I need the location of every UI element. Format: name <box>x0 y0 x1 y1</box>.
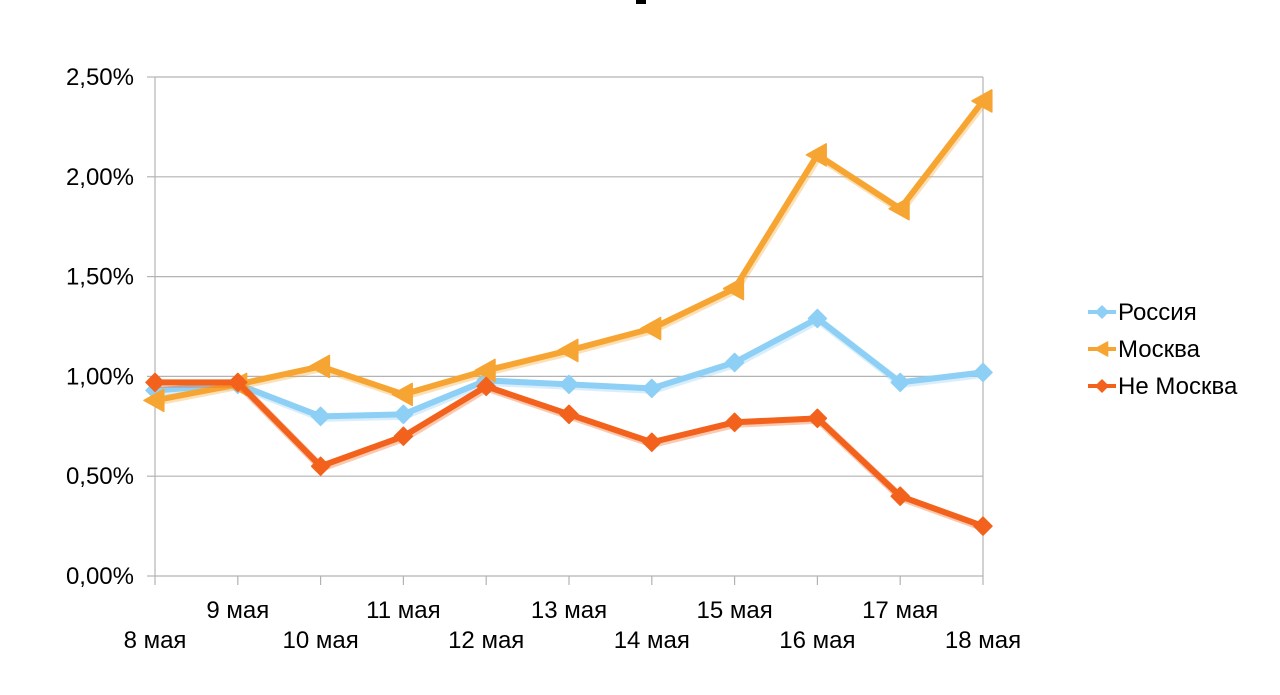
legend-item: Россия <box>1088 299 1197 326</box>
legend: Россия Москва Не Москва <box>1088 299 1238 400</box>
x-tick-label: 10 мая <box>282 627 358 654</box>
y-tick-label: 2,50% <box>66 64 134 91</box>
data-point <box>310 406 331 427</box>
data-point <box>888 196 910 221</box>
series-line <box>152 315 986 420</box>
data-point <box>642 378 662 399</box>
data-point <box>973 516 993 536</box>
data-point <box>807 308 828 329</box>
y-tick-label: 0,50% <box>66 463 134 490</box>
data-point <box>805 143 827 167</box>
data-point <box>722 276 745 301</box>
data-point <box>559 404 579 425</box>
legend-marker <box>1095 379 1109 393</box>
data-point <box>391 382 413 407</box>
data-point <box>807 408 828 429</box>
data-point <box>143 388 165 413</box>
x-tick-label: 17 мая <box>862 597 938 624</box>
legend-marker <box>1094 341 1109 357</box>
data-point <box>145 372 165 393</box>
y-tick-label: 1,50% <box>66 264 134 291</box>
legend-item: Москва <box>1088 336 1201 363</box>
x-tick-label: 11 мая <box>366 597 440 624</box>
axis-layer: 0,00% 0,50% 1,00% 1,50% 2,00% 2,50% 8 мая 9 мая… <box>66 64 1021 654</box>
x-tick-label: 8 мая <box>124 627 187 654</box>
data-point <box>642 432 662 453</box>
legend-marker <box>1095 305 1109 319</box>
data-point <box>476 376 496 397</box>
series-layer <box>143 89 993 536</box>
y-tick-label: 0,00% <box>66 563 134 590</box>
grid-layer <box>155 76 983 577</box>
legend-item: Не Москва <box>1088 373 1238 400</box>
data-point <box>971 89 993 113</box>
legend-label: Москва <box>1118 336 1201 363</box>
series-0 <box>145 308 993 427</box>
data-point <box>393 404 414 425</box>
legend-label: Не Москва <box>1118 373 1238 400</box>
x-tick-label: 15 мая <box>696 597 772 624</box>
data-point <box>890 486 910 506</box>
title-mark <box>636 0 646 4</box>
data-point <box>557 338 579 363</box>
data-point <box>310 456 331 476</box>
data-point <box>474 358 496 383</box>
x-tick-label: 14 мая <box>614 627 690 654</box>
y-tick-label: 2,00% <box>66 164 134 191</box>
x-tick-label: 18 мая <box>945 627 1021 654</box>
legend-label: Россия <box>1118 299 1197 326</box>
data-point <box>973 362 993 383</box>
data-point <box>724 412 745 433</box>
data-point <box>393 426 414 447</box>
x-tick-label: 9 мая <box>206 597 269 624</box>
data-point <box>559 374 579 395</box>
data-point <box>308 354 331 379</box>
data-point <box>724 352 745 373</box>
x-tick-label: 13 мая <box>531 597 607 624</box>
series-1 <box>143 89 993 413</box>
data-point <box>640 316 662 341</box>
x-tick-label: 16 мая <box>779 627 855 654</box>
x-tick-label: 12 мая <box>448 627 524 654</box>
data-point <box>228 372 248 393</box>
y-tick-label: 1,00% <box>66 363 134 390</box>
series-2 <box>145 372 993 536</box>
data-point <box>890 372 910 393</box>
